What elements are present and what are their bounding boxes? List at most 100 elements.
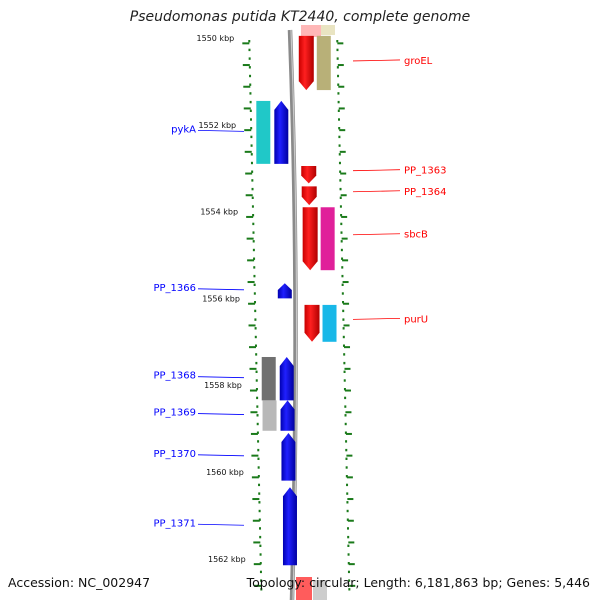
minor-tick	[254, 327, 257, 330]
minor-tick	[343, 353, 346, 356]
minor-tick	[249, 100, 252, 104]
minor-tick	[256, 405, 259, 408]
minor-tick	[344, 396, 347, 400]
minor-tick	[252, 240, 255, 243]
minor-tick	[337, 109, 340, 112]
label-leader-PP_1370	[197, 454, 245, 457]
minor-tick	[250, 161, 253, 165]
gene-label-purU: purU	[404, 314, 428, 325]
minor-tick	[258, 483, 261, 487]
minor-tick	[346, 492, 349, 495]
minor-tick	[254, 318, 257, 321]
major-tick	[245, 194, 253, 197]
minor-tick	[338, 153, 341, 156]
kbp-label: 1556 kbp	[202, 294, 240, 303]
minor-tick	[250, 144, 253, 147]
minor-tick	[346, 509, 349, 513]
minor-tick	[259, 570, 262, 574]
major-tick	[247, 259, 255, 262]
minor-tick	[343, 370, 346, 373]
major-tick	[344, 346, 351, 349]
kbp-label: 1554 kbp	[200, 208, 238, 217]
major-tick	[251, 454, 259, 457]
minor-tick	[346, 483, 349, 487]
minor-tick	[250, 118, 253, 121]
minor-tick	[255, 379, 258, 382]
minor-tick	[338, 135, 341, 139]
minor-tick	[251, 187, 254, 191]
minor-tick	[250, 153, 253, 156]
minor-tick	[249, 83, 252, 86]
gene-arrow-purU	[304, 304, 320, 342]
major-tick	[246, 215, 254, 218]
minor-tick	[341, 283, 344, 286]
minor-tick	[346, 518, 349, 521]
minor-tick	[254, 309, 257, 313]
map-title: Pseudomonas putida KT2440, complete geno…	[129, 9, 471, 25]
minor-tick	[347, 562, 350, 565]
label-leader-PP_1369	[197, 413, 245, 415]
minor-tick	[336, 66, 339, 69]
minor-tick	[259, 535, 262, 539]
minor-tick	[342, 344, 345, 347]
minor-tick	[254, 344, 257, 347]
minor-tick	[257, 475, 260, 478]
major-tick	[253, 541, 261, 544]
minor-tick	[253, 292, 256, 295]
minor-tick	[258, 501, 261, 504]
major-tick	[254, 584, 262, 587]
minor-tick	[337, 92, 340, 95]
minor-tick	[342, 301, 345, 304]
edge-fade	[321, 25, 335, 35]
major-tick	[247, 281, 255, 284]
minor-tick	[253, 283, 256, 286]
minor-tick	[255, 361, 258, 365]
major-tick	[339, 150, 346, 153]
gene-arrow-PP_1366	[277, 283, 292, 299]
minor-tick	[253, 274, 256, 278]
label-leader-groEL	[352, 59, 401, 62]
tick-layer	[242, 40, 356, 591]
topology-text: Topology: circular; Length: 6,181,863 bp…	[246, 575, 590, 590]
minor-tick	[344, 422, 347, 426]
major-tick	[249, 367, 257, 370]
gene-arrow-PP_1371	[282, 487, 297, 566]
gene-arrow-groEL	[298, 35, 314, 91]
minor-tick	[339, 170, 342, 173]
label-leader-PP_1364	[352, 190, 401, 193]
minor-tick	[253, 257, 256, 260]
label-leader-PP_1368	[197, 376, 245, 379]
minor-tick	[342, 318, 345, 321]
minor-tick	[254, 301, 257, 304]
major-tick	[340, 194, 347, 197]
minor-tick	[251, 205, 254, 208]
minor-tick	[248, 48, 251, 52]
minor-tick	[249, 74, 252, 78]
gene-label-PP_1371: PP_1371	[153, 518, 196, 529]
major-tick	[344, 389, 351, 392]
edge-fade	[313, 580, 327, 600]
minor-tick	[249, 109, 252, 112]
major-tick	[341, 215, 348, 218]
minor-tick	[346, 501, 349, 504]
minor-tick	[345, 475, 348, 478]
minor-tick	[340, 231, 343, 234]
kbp-label: 1560 kbp	[206, 468, 244, 477]
minor-tick	[339, 179, 342, 182]
minor-tick	[341, 266, 344, 269]
minor-tick	[342, 335, 345, 339]
label-leader-purU	[352, 317, 401, 320]
gene-label-pykA: pykA	[171, 124, 196, 135]
minor-tick	[345, 440, 348, 443]
major-tick	[249, 389, 257, 392]
minor-tick	[344, 431, 347, 434]
minor-tick	[255, 388, 258, 391]
minor-tick	[248, 57, 251, 60]
major-tick	[242, 64, 250, 67]
major-tick	[349, 584, 356, 587]
gene-arrow-PP_1369	[280, 400, 295, 431]
minor-tick	[259, 544, 262, 547]
major-tick	[347, 498, 354, 501]
minor-tick	[260, 579, 263, 582]
